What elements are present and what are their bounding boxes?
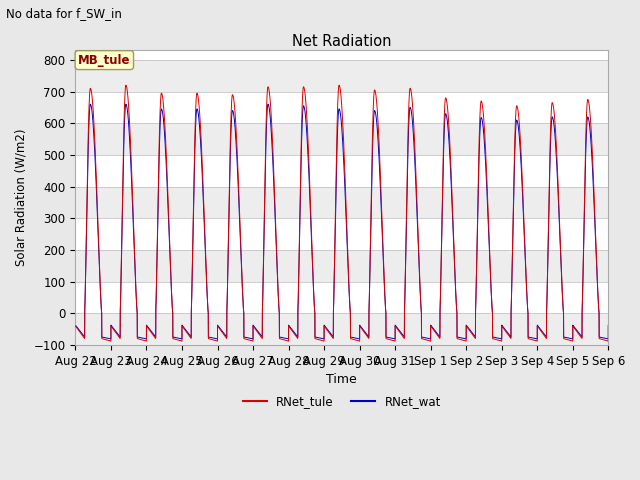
Bar	[76, 250, 608, 282]
Bar	[76, 123, 608, 155]
Title: Net Radiation: Net Radiation	[292, 34, 392, 49]
Y-axis label: Solar Radiation (W/m2): Solar Radiation (W/m2)	[15, 129, 28, 266]
Bar	[76, 187, 608, 218]
Bar	[76, 60, 608, 92]
Text: No data for f_SW_in: No data for f_SW_in	[6, 7, 122, 20]
Text: MB_tule: MB_tule	[78, 54, 131, 67]
Bar	[76, 313, 608, 345]
Legend: RNet_tule, RNet_wat: RNet_tule, RNet_wat	[238, 390, 445, 413]
X-axis label: Time: Time	[326, 373, 357, 386]
